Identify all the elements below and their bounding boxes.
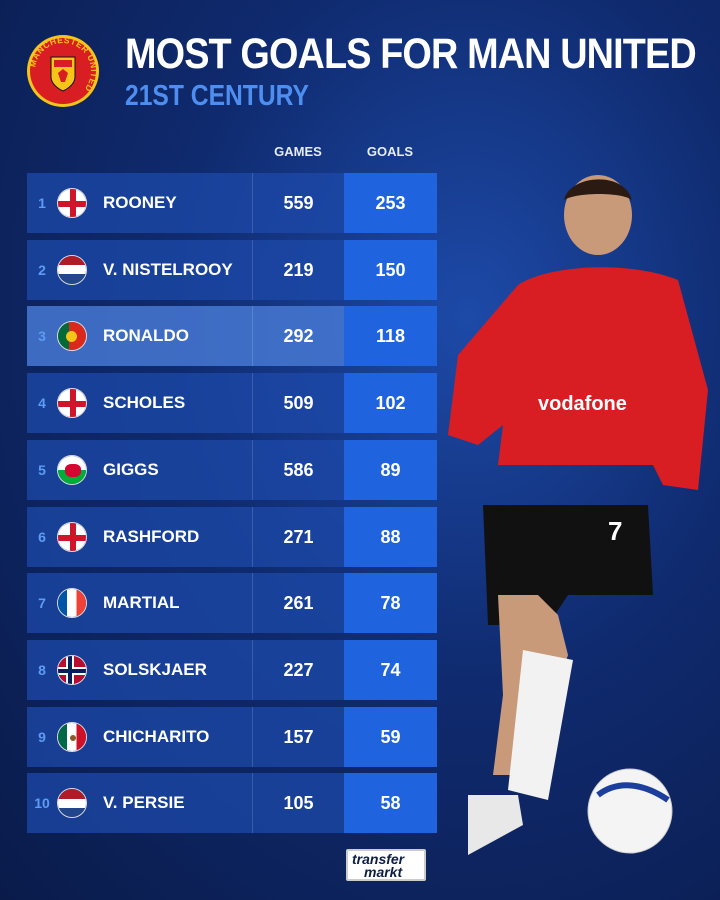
logo-text-top: transfer bbox=[352, 851, 405, 867]
table-row: 10 V. PERSIE 105 58 bbox=[27, 773, 437, 834]
netherlands-flag-icon bbox=[57, 788, 87, 819]
rank: 7 bbox=[38, 595, 46, 612]
games-value: 586 bbox=[252, 439, 344, 500]
wales-flag-icon bbox=[57, 454, 87, 485]
rank: 4 bbox=[38, 395, 46, 412]
table-row: 1 ROONEY 559 253 bbox=[27, 173, 437, 233]
transfermarkt-logo: transfer markt bbox=[346, 849, 426, 881]
player-name: RASHFORD bbox=[103, 526, 200, 546]
shirt-sponsor: vodafone bbox=[538, 393, 627, 415]
table-row: 2 V. NISTELROOY 219 150 bbox=[27, 239, 437, 300]
manchester-united-crest: MANCHESTER UNITED bbox=[27, 35, 99, 107]
shirt-number: 7 bbox=[608, 516, 622, 546]
france-flag-icon bbox=[57, 588, 87, 619]
table-row: 5 GIGGS 586 89 bbox=[27, 439, 437, 500]
mexico-flag-icon bbox=[57, 721, 87, 752]
rank: 2 bbox=[38, 261, 46, 278]
goals-value: 74 bbox=[344, 639, 437, 700]
goals-value: 89 bbox=[344, 439, 437, 500]
netherlands-flag-icon bbox=[57, 254, 87, 285]
goals-value: 58 bbox=[344, 773, 437, 834]
rank: 10 bbox=[34, 795, 50, 812]
player-name: V. NISTELROOY bbox=[103, 259, 233, 279]
table-row: 3 RONALDO 292 118 bbox=[27, 306, 437, 367]
games-value: 292 bbox=[252, 306, 344, 367]
games-value: 559 bbox=[252, 173, 344, 233]
goals-value: 150 bbox=[344, 239, 437, 300]
rank: 5 bbox=[38, 461, 46, 478]
england-flag-icon bbox=[57, 388, 87, 419]
goals-value: 88 bbox=[344, 506, 437, 567]
table-row: 6 RASHFORD 271 88 bbox=[27, 506, 437, 567]
player-name: RONALDO bbox=[103, 326, 189, 346]
england-flag-icon bbox=[57, 188, 87, 218]
table-row: 8 SOLSKJAER 227 74 bbox=[27, 639, 437, 700]
games-value: 105 bbox=[252, 773, 344, 834]
goals-value: 253 bbox=[344, 173, 437, 233]
page-subtitle: 21ST CENTURY bbox=[125, 80, 309, 112]
rank: 1 bbox=[38, 195, 46, 211]
england-flag-icon bbox=[57, 521, 87, 552]
games-value: 261 bbox=[252, 573, 344, 634]
goals-value: 78 bbox=[344, 573, 437, 634]
goals-value: 59 bbox=[344, 706, 437, 767]
portugal-flag-icon bbox=[57, 321, 87, 352]
goals-value: 118 bbox=[344, 306, 437, 367]
rank: 8 bbox=[38, 661, 46, 678]
games-value: 227 bbox=[252, 639, 344, 700]
rank: 3 bbox=[38, 328, 46, 345]
logo-text-bottom: markt bbox=[364, 864, 403, 880]
page-title: MOST GOALS FOR MAN UNITED bbox=[125, 30, 697, 78]
goals-value: 102 bbox=[344, 373, 437, 434]
games-value: 157 bbox=[252, 706, 344, 767]
table-row: 9 CHICHARITO 157 59 bbox=[27, 706, 437, 767]
player-name: ROONEY bbox=[103, 193, 177, 212]
player-name: MARTIAL bbox=[103, 593, 180, 613]
player-name: GIGGS bbox=[103, 459, 159, 479]
goals-column-header: GOALS bbox=[366, 144, 414, 159]
table-row: 7 MARTIAL 261 78 bbox=[27, 573, 437, 634]
player-name: CHICHARITO bbox=[103, 726, 210, 746]
rank: 6 bbox=[38, 528, 46, 545]
games-column-header: GAMES bbox=[274, 144, 322, 159]
games-value: 271 bbox=[252, 506, 344, 567]
player-name: V. PERSIE bbox=[103, 793, 185, 813]
games-value: 509 bbox=[252, 373, 344, 434]
player-photo: vodafone 7 bbox=[448, 175, 708, 855]
player-name: SCHOLES bbox=[103, 393, 186, 413]
rank: 9 bbox=[38, 728, 46, 745]
games-value: 219 bbox=[252, 239, 344, 300]
player-name: SOLSKJAER bbox=[103, 659, 207, 679]
table-row: 4 SCHOLES 509 102 bbox=[27, 373, 437, 434]
norway-flag-icon bbox=[57, 654, 87, 685]
